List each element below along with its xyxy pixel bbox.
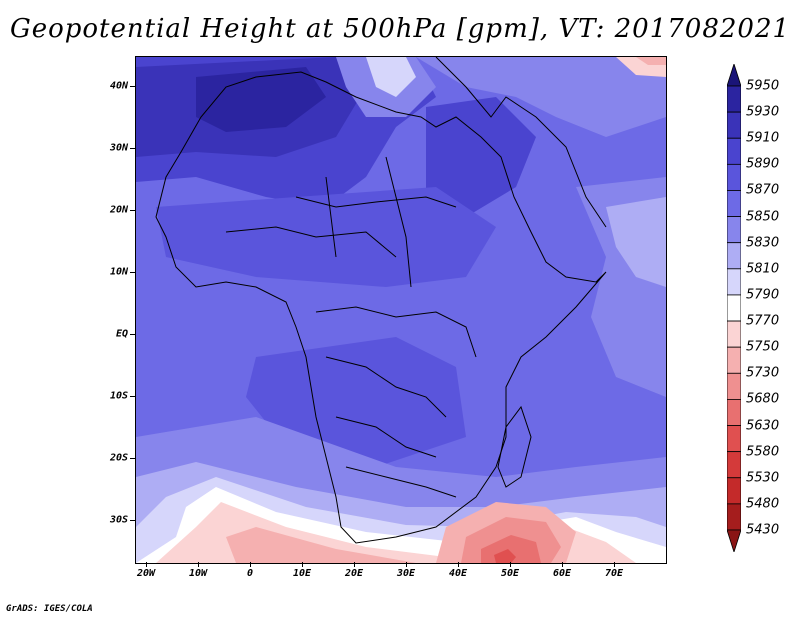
colorbar-label: 5910 (746, 130, 780, 146)
colorbar-label: 5770 (746, 313, 780, 329)
colorbar-label: 5850 (746, 209, 780, 225)
lat-tick (130, 396, 135, 397)
colorbar-label: 5930 (746, 104, 780, 120)
lon-label-60e: 60E (552, 568, 572, 579)
colorbar-box (727, 320, 741, 348)
colorbar-box (727, 190, 741, 217)
lon-label-20w: 20W (136, 568, 156, 579)
lon-label-40e: 40E (448, 568, 468, 579)
lon-tick (146, 562, 147, 567)
lat-label-20n: 20N (109, 204, 128, 216)
colorbar-box (727, 425, 741, 453)
lon-label-10w: 10W (188, 568, 208, 579)
colorbar-label: 5790 (746, 287, 780, 303)
colorbar-bottom-triangle (727, 529, 741, 552)
lon-tick (250, 562, 251, 567)
field-5830-north (416, 57, 666, 137)
lat-tick (130, 520, 135, 521)
lon-tick (406, 562, 407, 567)
colorbar-box (727, 451, 741, 479)
map-field-svg (136, 57, 666, 563)
geopotential-map (135, 56, 667, 564)
colorbar-box (727, 503, 741, 531)
colorbar-label: 5580 (746, 444, 780, 460)
colorbar-label: 5430 (746, 522, 780, 538)
colorbar-label: 5750 (746, 339, 780, 355)
field-5790-med (366, 57, 416, 97)
lon-label-20e: 20E (344, 568, 364, 579)
grads-credit: GrADS: IGES/COLA (6, 604, 93, 614)
lon-tick (354, 562, 355, 567)
lat-tick (130, 148, 135, 149)
lat-label-10n: 10N (109, 266, 128, 278)
colorbar-label: 5730 (746, 365, 780, 381)
lat-tick (130, 458, 135, 459)
lon-label-50e: 50E (500, 568, 520, 579)
colorbar-label: 5830 (746, 235, 780, 251)
lat-label-30s: 30S (109, 514, 128, 526)
colorbar-label: 5680 (746, 391, 780, 407)
colorbar-box (727, 294, 741, 322)
colorbar-box (727, 137, 741, 165)
colorbar-label: 5810 (746, 261, 780, 277)
lon-tick (198, 562, 199, 567)
field-5580-se (494, 549, 516, 563)
colorbar-label: 5480 (746, 496, 780, 512)
colorbar-box (727, 163, 741, 191)
lat-tick (130, 86, 135, 87)
colorbar-top-triangle (727, 64, 741, 87)
lon-tick (458, 562, 459, 567)
field-5930-morocco (196, 67, 326, 132)
colorbar-box (727, 477, 741, 505)
lon-label-30e: 30E (396, 568, 416, 579)
lon-tick (510, 562, 511, 567)
field-5870-sahel (156, 187, 496, 287)
colorbar-label: 5630 (746, 418, 780, 434)
colorbar-box (727, 346, 741, 374)
lon-tick (302, 562, 303, 567)
lon-label-10e: 10E (292, 568, 312, 579)
colorbar (727, 64, 741, 552)
field-5730-ne (636, 57, 666, 65)
colorbar-label: 5950 (746, 78, 780, 94)
colorbar-label: 5530 (746, 470, 780, 486)
lon-label-0: 0 (246, 568, 254, 579)
field-5730-sw (226, 527, 416, 563)
colorbar-box (727, 216, 741, 244)
lat-label-20s: 20S (109, 452, 128, 464)
colorbar-label: 5890 (746, 156, 780, 172)
lon-tick (614, 562, 615, 567)
lat-label-30n: 30N (109, 142, 128, 154)
field-5810-india (606, 197, 666, 287)
lat-label-eq: EQ (115, 328, 128, 340)
lon-tick (562, 562, 563, 567)
lat-tick (130, 334, 135, 335)
colorbar-box (727, 372, 741, 400)
colorbar-box (727, 85, 741, 113)
colorbar-label: 5870 (746, 182, 780, 198)
lat-tick (130, 272, 135, 273)
lat-tick (130, 210, 135, 211)
map-title: Geopotential Height at 500hPa [gpm], VT:… (9, 14, 791, 44)
coastlines (155, 57, 607, 544)
field-5890-egypt (426, 97, 536, 217)
lon-label-70e: 70E (604, 568, 624, 579)
colorbar-box (727, 399, 741, 426)
colorbar-box (727, 242, 741, 270)
lat-label-10s: 10S (109, 390, 128, 402)
colorbar-box (727, 268, 741, 296)
colorbar-box (727, 111, 741, 139)
lat-label-40n: 40N (109, 80, 128, 92)
